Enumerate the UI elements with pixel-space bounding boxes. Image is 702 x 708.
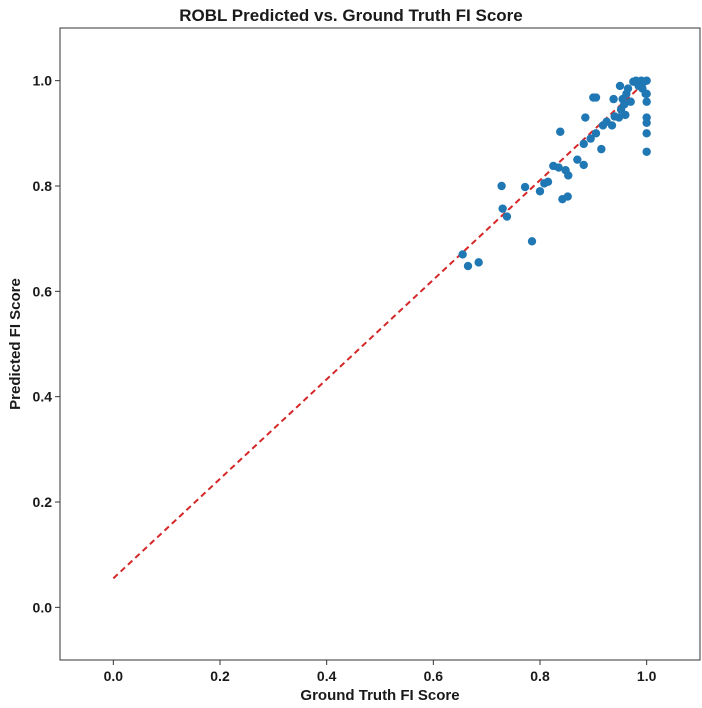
data-point <box>614 113 624 122</box>
data-point <box>642 89 651 99</box>
data-point <box>564 171 573 180</box>
data-point <box>498 204 507 213</box>
data-point <box>642 76 651 85</box>
data-point <box>463 261 473 271</box>
data-points <box>458 76 651 271</box>
data-point <box>623 84 633 93</box>
data-point <box>458 250 467 259</box>
data-point <box>556 127 565 136</box>
data-point <box>563 192 572 201</box>
x-tick-label: 0.6 <box>424 668 444 684</box>
data-point <box>586 134 595 143</box>
y-tick-label: 0.2 <box>33 494 53 510</box>
data-point <box>642 97 651 106</box>
data-point <box>626 97 635 106</box>
data-point <box>607 121 617 130</box>
data-point <box>591 129 601 138</box>
x-axis-label: Ground Truth FI Score <box>300 687 459 704</box>
x-tick-label: 0.4 <box>317 668 337 684</box>
data-point <box>620 100 629 109</box>
data-point <box>497 181 506 191</box>
data-point <box>642 118 651 128</box>
data-point <box>642 129 651 138</box>
y-tick-label: 0.6 <box>33 283 53 299</box>
data-point <box>527 237 537 246</box>
data-point <box>579 160 588 170</box>
data-point <box>573 155 582 164</box>
data-point <box>581 113 590 122</box>
chart-title: ROBL Predicted vs. Ground Truth FI Score <box>179 6 523 25</box>
data-point <box>597 144 606 154</box>
data-point <box>535 187 545 196</box>
data-point <box>502 212 512 221</box>
data-point <box>554 163 563 172</box>
x-tick-label: 0.2 <box>210 668 230 684</box>
y-tick-label: 0.4 <box>33 389 53 405</box>
reference-line <box>112 79 648 580</box>
x-tick-label: 1.0 <box>637 668 657 684</box>
y-ticks: 0.0 0.2 0.4 0.6 0.8 1.0 <box>33 73 60 615</box>
y-tick-label: 0.8 <box>33 178 53 194</box>
x-ticks: 0.0 0.2 0.4 0.6 0.8 1.0 <box>104 660 657 684</box>
x-tick-label: 0.8 <box>530 668 550 684</box>
data-point <box>609 94 618 104</box>
y-axis-label: Predicted FI Score <box>7 278 24 410</box>
data-point <box>579 139 588 149</box>
y-tick-label: 0.0 <box>33 599 53 615</box>
data-point <box>615 81 625 91</box>
data-point <box>642 147 651 156</box>
data-point <box>543 177 553 186</box>
data-point <box>591 93 601 102</box>
data-point <box>474 258 483 267</box>
data-point <box>520 182 530 192</box>
y-tick-label: 1.0 <box>33 73 53 89</box>
x-tick-label: 0.0 <box>104 668 124 684</box>
data-point <box>621 110 630 120</box>
